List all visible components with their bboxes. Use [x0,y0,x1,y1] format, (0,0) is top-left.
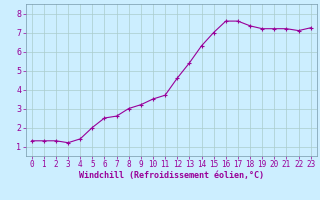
X-axis label: Windchill (Refroidissement éolien,°C): Windchill (Refroidissement éolien,°C) [79,171,264,180]
